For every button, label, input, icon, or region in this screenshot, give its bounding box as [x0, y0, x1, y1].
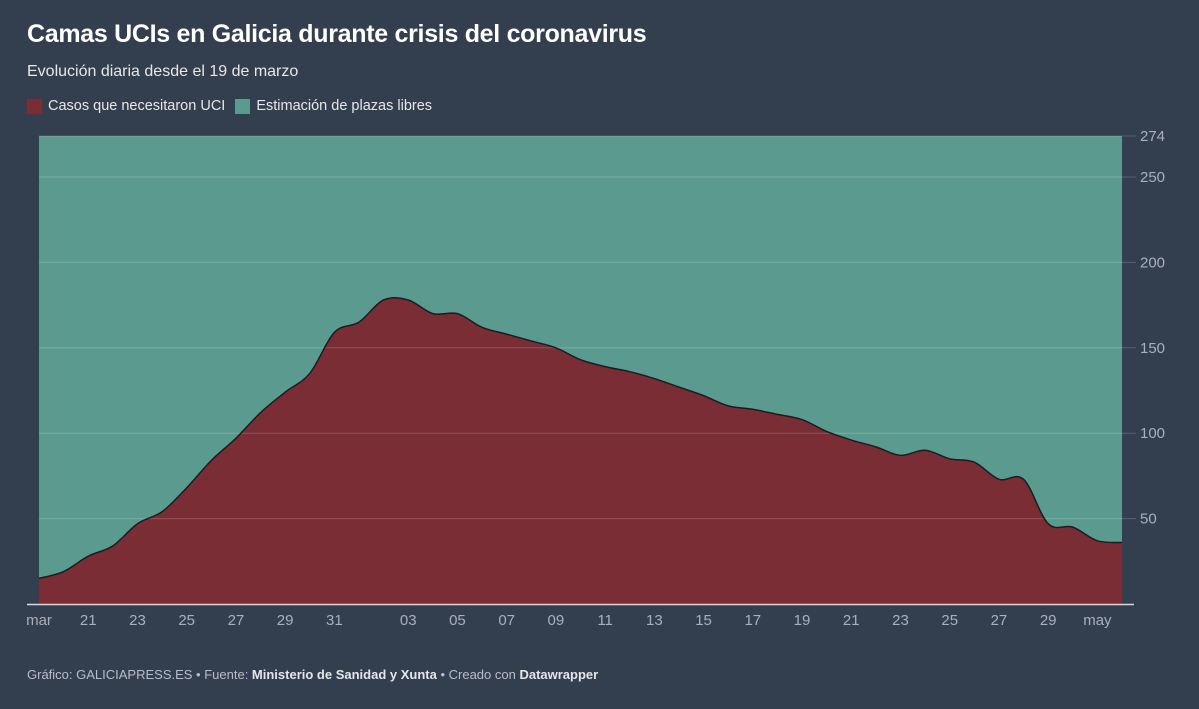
x-tick-label: 05 [449, 612, 466, 629]
x-tick-label: 25 [941, 612, 958, 629]
x-tick-label: 11 [597, 612, 613, 629]
x-tick-label: 19 [794, 612, 811, 629]
footer-created: • Creado con [436, 667, 520, 682]
x-tick-label: 21 [843, 612, 860, 629]
y-tick-label: 274 [1140, 128, 1165, 145]
legend-label: Estimación de plazas libres [256, 98, 433, 114]
legend-item-free: Estimación de plazas libres [235, 98, 432, 114]
chart-subtitle: Evolución diaria desde el 19 de marzo [27, 63, 299, 80]
y-tick-label: 250 [1140, 169, 1165, 186]
x-tick-label: 27 [991, 612, 1008, 629]
footer-source: Ministerio de Sanidad y Xunta [251, 667, 437, 682]
x-tick-label: may [1083, 612, 1112, 629]
legend: Casos que necesitaron UCI Estimación de … [27, 98, 432, 114]
x-tick-label: 31 [326, 612, 343, 629]
legend-label: Casos que necesitaron UCI [48, 98, 226, 114]
x-tick-label: 07 [498, 612, 515, 629]
x-tick-label: 25 [178, 612, 195, 629]
x-tick-label: 29 [1040, 612, 1057, 629]
footer-tool: Datawrapper [519, 667, 599, 682]
x-tick-label: 17 [744, 612, 761, 629]
x-tick-label: 23 [892, 612, 909, 629]
legend-swatch [27, 98, 42, 114]
x-tick-label: 23 [129, 612, 146, 629]
chart-title: Camas UCIs en Galicia durante crisis del… [27, 20, 647, 48]
y-tick-label: 100 [1140, 425, 1165, 442]
legend-swatch [235, 98, 251, 114]
x-tick-label: 27 [228, 612, 245, 629]
footer-credit: Gráfico: GALICIAPRESS.ES • Fuente: [27, 667, 252, 682]
footer: Gráfico: GALICIAPRESS.ES • Fuente: Minis… [27, 667, 598, 682]
x-tick-label: 29 [277, 612, 294, 629]
line-uci-cases [38, 296, 1123, 580]
y-tick-label: 200 [1140, 254, 1165, 271]
x-tick-label: 03 [400, 612, 417, 629]
x-tick-label: 09 [548, 612, 565, 629]
x-tick-label: mar [26, 612, 52, 629]
y-tick-label: 150 [1140, 340, 1165, 357]
x-tick-label: 15 [695, 612, 712, 629]
x-tick-label: 21 [80, 612, 97, 629]
legend-item-uci: Casos que necesitaron UCI [27, 98, 225, 114]
x-tick-label: 13 [646, 612, 663, 629]
y-tick-label: 50 [1140, 511, 1157, 528]
